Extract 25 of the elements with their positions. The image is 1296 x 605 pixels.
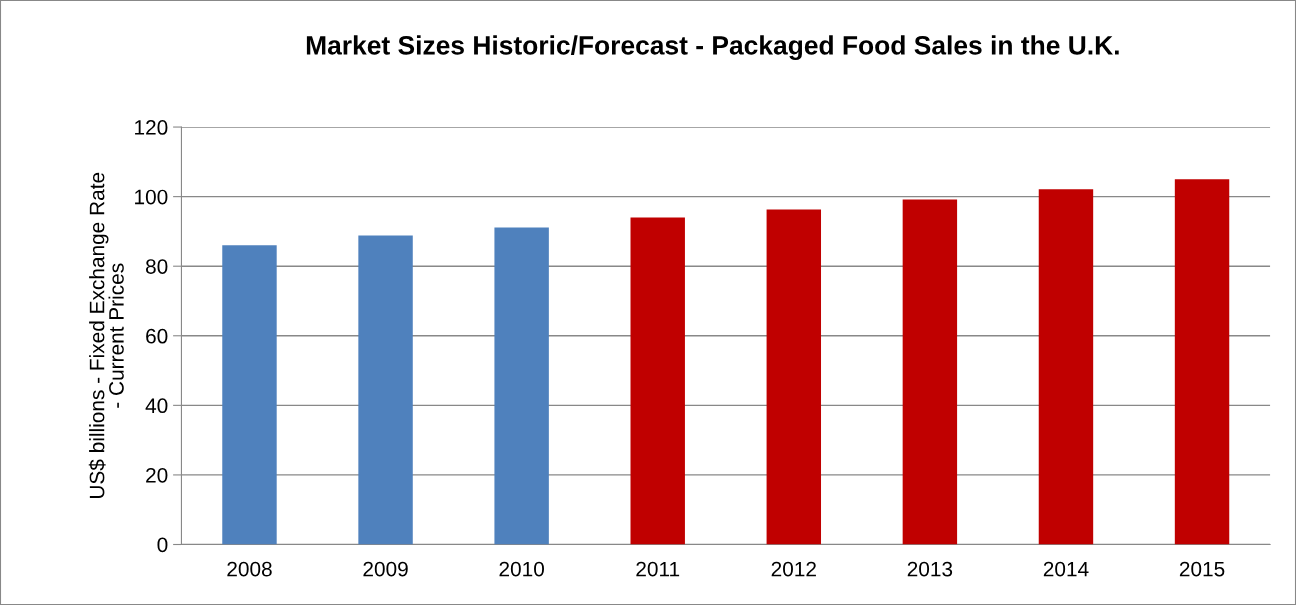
y-tick-label: 20 (146, 467, 168, 483)
y-tick-label: 60 (146, 328, 168, 344)
x-tick-label: 2009 (363, 561, 408, 577)
x-tick-label: 2012 (771, 561, 816, 577)
bar (902, 199, 958, 545)
bar (1038, 189, 1094, 545)
y-axis-title: US$ billions - Fixed Exchange Rate - Current Prices (88, 172, 124, 499)
y-tick-label: 0 (157, 537, 168, 553)
bar (358, 235, 413, 545)
bar (1174, 179, 1230, 545)
x-tick-label: 2015 (1179, 561, 1225, 577)
y-tick-label: 100 (135, 189, 168, 205)
bar (766, 209, 822, 545)
y-tick-label: 120 (135, 120, 168, 135)
bar (630, 217, 685, 545)
bar (222, 245, 277, 545)
x-tick-label: 2011 (636, 561, 680, 577)
y-tick-label: 80 (145, 259, 168, 274)
x-tick-label: 2008 (227, 561, 272, 577)
x-tick-label: 2010 (499, 561, 544, 577)
chart-title: Market Sizes Historic/Forecast - Packaged Food Sales in the U.K. (306, 35, 1119, 61)
y-tick-label: 40 (145, 398, 168, 414)
bar (494, 227, 549, 545)
x-tick-label: 2013 (907, 561, 953, 577)
x-tick-label: 2014 (1043, 561, 1089, 577)
